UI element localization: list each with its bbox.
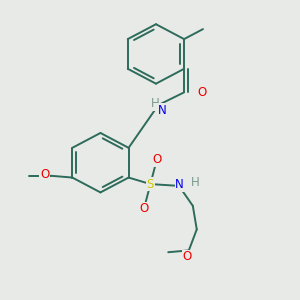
- Text: N: N: [158, 104, 167, 117]
- Text: H: H: [190, 176, 199, 189]
- Text: N: N: [176, 178, 184, 191]
- Text: H: H: [151, 98, 160, 110]
- Text: O: O: [182, 250, 191, 263]
- Text: O: O: [139, 202, 148, 215]
- Text: O: O: [152, 153, 162, 166]
- Text: O: O: [197, 86, 206, 99]
- Text: S: S: [147, 178, 154, 190]
- Text: O: O: [40, 168, 49, 181]
